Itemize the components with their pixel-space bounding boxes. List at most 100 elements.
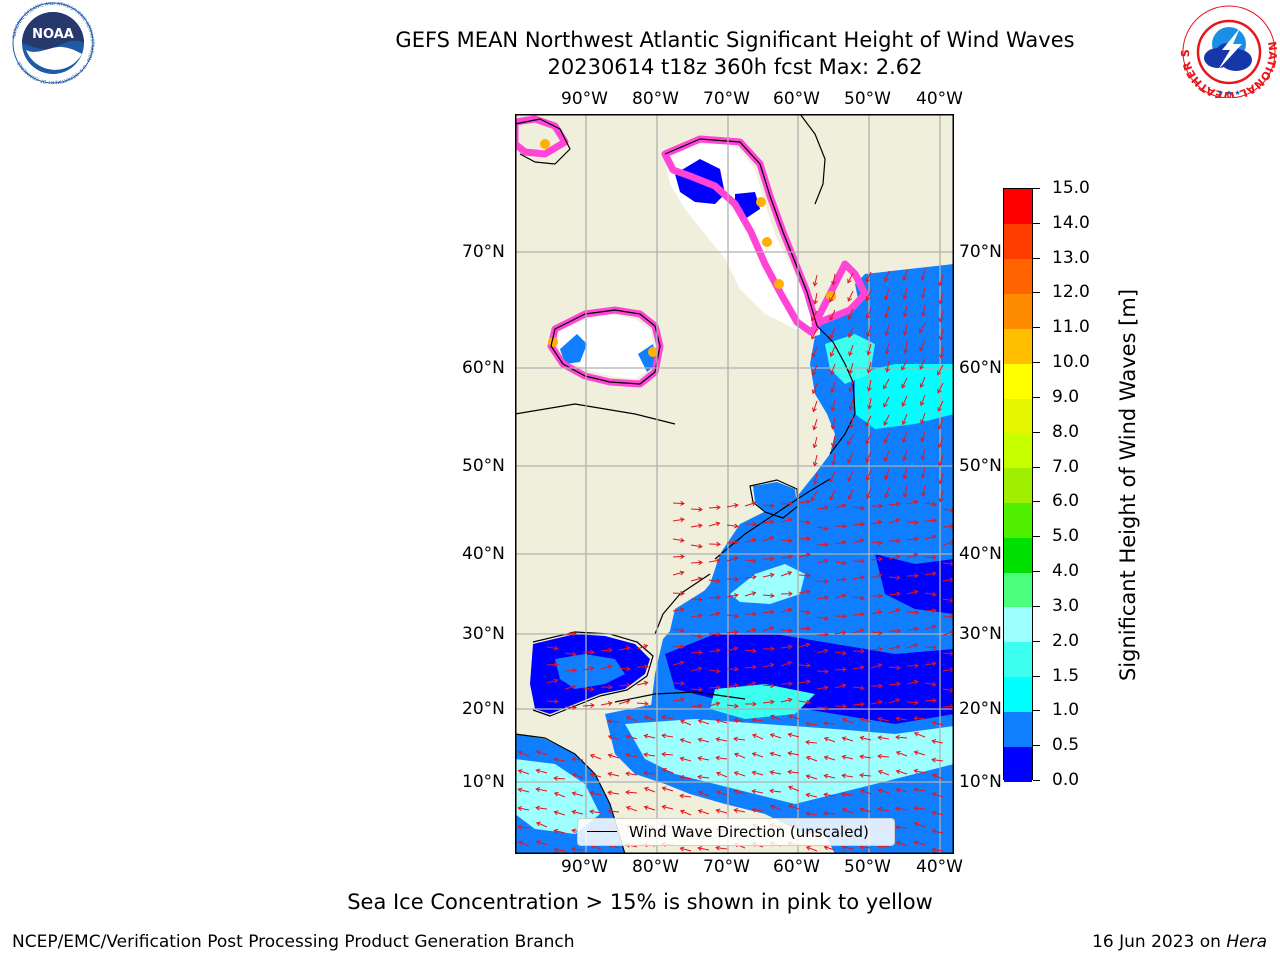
wave-direction-arrow xyxy=(841,754,854,760)
wave-direction-arrow xyxy=(762,609,775,615)
wave-direction-arrow xyxy=(798,519,811,525)
wave-direction-arrow xyxy=(812,274,818,287)
wave-direction-arrow xyxy=(643,770,656,776)
east-pacific-high xyxy=(515,759,600,834)
wave-direction-arrow xyxy=(852,685,865,691)
lon-tick-bottom: 40°W xyxy=(916,857,963,877)
wave-direction-arrow xyxy=(852,505,865,511)
wave-direction-arrow xyxy=(780,681,793,687)
wave-direction-arrow xyxy=(715,737,728,742)
lat-tick-left: 50°N xyxy=(462,456,505,476)
wave-direction-arrow xyxy=(924,661,937,667)
wave-direction-arrow xyxy=(762,646,775,652)
wave-direction-arrow xyxy=(780,554,793,560)
wave-direction-arrow xyxy=(884,324,890,337)
wave-direction-arrow xyxy=(865,469,872,482)
wave-direction-arrow xyxy=(877,788,890,794)
lat-tick-left: 70°N xyxy=(462,242,505,262)
wave-direction-arrow xyxy=(823,736,836,743)
colorbar-segment xyxy=(1004,606,1032,643)
wave-direction-arrow xyxy=(884,468,890,481)
wave-direction-arrow xyxy=(744,627,757,633)
wave-direction-arrow xyxy=(751,733,764,740)
wave-direction-arrow xyxy=(888,644,901,650)
colorbar-segment xyxy=(1004,293,1032,329)
wave-direction-arrow xyxy=(744,648,757,654)
colorbar-segment xyxy=(1004,432,1032,469)
wave-direction-arrow xyxy=(901,413,908,426)
wave-direction-arrow xyxy=(787,751,800,756)
wave-direction-arrow xyxy=(920,466,926,479)
wave-direction-arrow xyxy=(726,703,739,709)
wave-direction-arrow xyxy=(517,840,530,847)
lat-tick-right: 70°N xyxy=(959,242,1002,262)
wave-direction-arrow xyxy=(690,576,703,582)
wave-direction-arrow xyxy=(834,650,847,656)
wave-direction-arrow xyxy=(697,774,710,780)
wave-direction-arrow xyxy=(884,486,890,499)
wave-direction-arrow xyxy=(661,751,674,757)
wave-direction-arrow xyxy=(937,382,944,394)
map-canvas xyxy=(515,114,954,854)
wave-direction-arrow xyxy=(769,770,782,775)
wave-direction-arrow xyxy=(625,771,638,777)
wave-direction-arrow xyxy=(902,467,908,480)
wave-direction-arrow xyxy=(697,846,710,851)
wave-direction-arrow xyxy=(847,290,854,302)
wave-direction-arrow xyxy=(938,454,944,467)
wave-direction-arrow xyxy=(816,648,829,654)
wave-direction-arrow xyxy=(895,787,908,793)
wave-direction-arrow xyxy=(924,554,937,560)
wave-direction-arrow xyxy=(906,663,919,669)
wave-direction-arrow xyxy=(870,630,883,636)
wave-direction-arrow xyxy=(546,645,559,651)
wave-direction-arrow xyxy=(823,845,836,851)
colorbar-segment xyxy=(1004,328,1032,364)
run-host: Hera xyxy=(1226,932,1267,952)
wave-direction-arrow xyxy=(888,501,901,507)
wave-direction-arrow xyxy=(708,578,721,584)
wave-direction-arrow xyxy=(708,684,721,690)
coastline xyxy=(799,114,826,205)
lat-tick-left: 10°N xyxy=(462,772,505,792)
wave-direction-arrow xyxy=(744,664,757,670)
wave-direction-arrow xyxy=(708,648,721,654)
colorbar-tick xyxy=(1033,466,1040,468)
wave-direction-arrow xyxy=(812,418,818,431)
wave-direction-arrow xyxy=(834,703,847,709)
wave-direction-arrow xyxy=(672,680,685,686)
wave-direction-arrow xyxy=(924,644,937,650)
wave-direction-arrow xyxy=(865,289,872,302)
wave-direction-arrow xyxy=(607,808,620,814)
wave-direction-arrow xyxy=(848,398,854,411)
wave-direction-arrow xyxy=(830,381,836,394)
wave-direction-arrow xyxy=(762,556,775,562)
wave-direction-arrow xyxy=(726,646,739,652)
wave-direction-arrow xyxy=(679,809,692,816)
colorbar-segment xyxy=(1004,572,1032,608)
wave-direction-arrow xyxy=(715,808,728,814)
wave-direction-arrow xyxy=(919,394,926,407)
wave-direction-arrow xyxy=(888,538,901,544)
wave-direction-arrow xyxy=(726,503,739,508)
wave-direction-arrow xyxy=(816,632,829,638)
wave-direction-arrow xyxy=(679,738,692,744)
wave-direction-arrow xyxy=(938,292,944,305)
wave-direction-arrow xyxy=(913,768,926,774)
wave-direction-arrow xyxy=(859,788,872,795)
sea-ice-high xyxy=(762,237,772,247)
wave-direction-arrow xyxy=(816,595,829,601)
lon-tick-top: 70°W xyxy=(703,89,750,109)
colorbar-tick xyxy=(1033,362,1040,364)
wave-direction-arrow xyxy=(733,789,746,795)
wave-direction-arrow xyxy=(938,490,944,503)
colorbar-segment xyxy=(1004,537,1032,573)
chart-subtitle: 20230614 t18z 360h fcst Max: 2.62 xyxy=(547,55,923,79)
map-legend: Wind Wave Direction (unscaled) xyxy=(577,818,895,846)
wave-direction-arrow xyxy=(852,595,865,601)
colorbar-label: 0.5 xyxy=(1052,735,1080,756)
wave-direction-arrow xyxy=(733,736,746,742)
wave-direction-arrow xyxy=(805,739,818,745)
lon-tick-bottom: 60°W xyxy=(773,857,820,877)
wave-direction-arrow xyxy=(571,809,584,815)
